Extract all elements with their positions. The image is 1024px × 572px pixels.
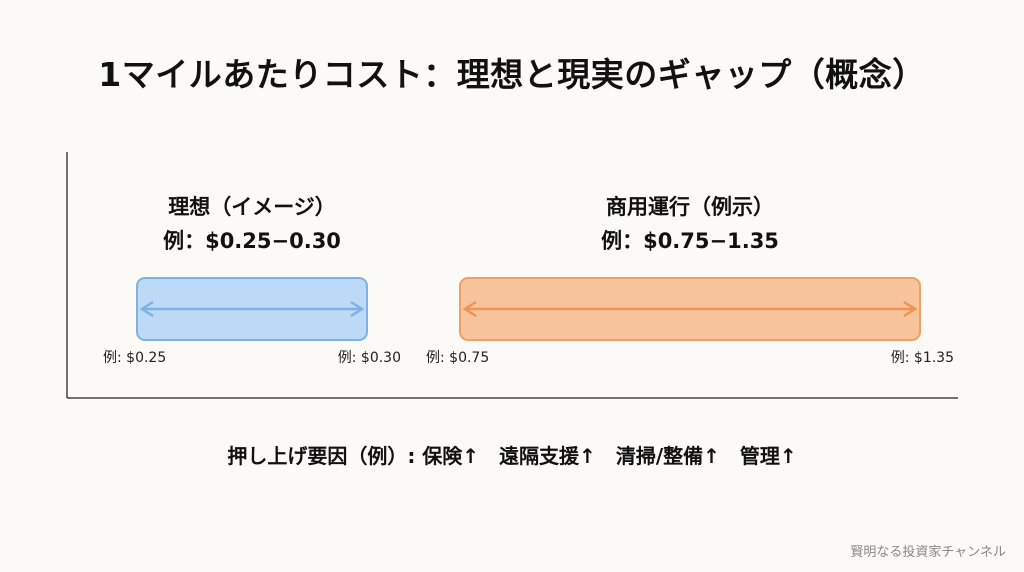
group-range-label: 例：$0.75−1.35 [601,229,779,253]
range-min-label: 例: $0.25 [103,350,166,366]
range-arrow-left-head [139,300,154,318]
group-label: 商用運行（例示） [606,195,774,219]
range-arrow-left-head [462,300,477,318]
range-max-label: 例: $1.35 [891,350,954,366]
range-min-label: 例: $0.75 [426,350,489,366]
chart-title: 1マイルあたりコスト：理想と現実のギャップ（概念） [98,55,926,94]
group-range-label: 例：$0.25−0.30 [163,229,341,253]
range-arrow-right-head [350,300,365,318]
channel-watermark: 賢明なる投資家チャンネル [850,545,1006,560]
range-arrow-right-head [903,300,918,318]
group-label: 理想（イメージ） [168,195,336,219]
range-max-label: 例: $0.30 [338,350,401,366]
cost-factors: 押し上げ要因（例）: 保険↑ 遠隔支援↑ 清掃/整備↑ 管理↑ [227,444,797,468]
